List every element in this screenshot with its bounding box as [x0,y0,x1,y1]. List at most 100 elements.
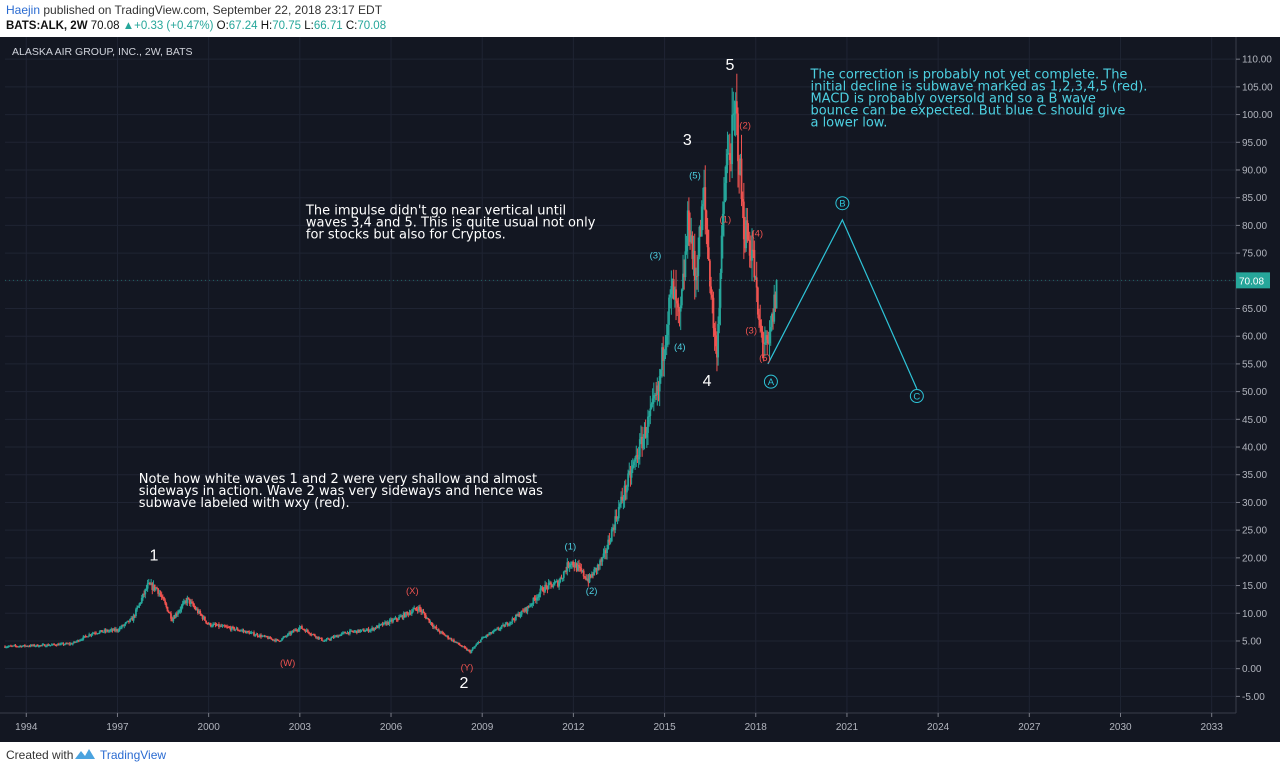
candle-body [283,636,286,638]
candle-body [110,629,113,631]
chart-panel[interactable]: -5.00 0.00 5.00 10.00 15.00 20.00 25.00 30.00 35… [0,37,1280,742]
candle-body [616,518,619,520]
author-link[interactable]: Haejin [6,3,41,17]
candle-body [7,646,10,648]
candle-body [96,633,99,635]
candle-body [262,635,265,637]
candle-body [656,385,659,395]
candle-body [225,626,227,628]
candle-body [66,643,68,645]
candle-body [188,598,191,604]
candle-body [409,612,412,615]
candle-body [80,639,82,641]
y-tick-label: 30.00 [1242,498,1267,509]
candle-body [246,631,248,634]
candle-body [180,605,183,610]
candle-body [34,645,37,647]
candle-body [212,624,214,627]
candle-body [467,650,469,652]
high-label: H: [260,20,273,32]
candle-body [144,589,147,595]
candle-body [196,609,199,613]
candle-body [696,275,698,277]
candle-body [178,610,181,613]
candle-body [489,632,492,634]
candle-body [606,549,608,553]
candle-body [481,637,483,640]
candle-body [261,636,264,638]
annotation-line: MACD is probably oversold and so a B wav… [810,92,1095,107]
candle-body [672,279,675,300]
candle-body [209,623,212,627]
candle-body [504,624,507,627]
footer: Created with TradingView [0,742,1280,769]
candle-body [142,593,144,599]
candle-body [381,623,384,626]
price-chart[interactable]: -5.000.005.0010.0015.0020.0025.0030.0035… [0,37,1280,742]
candle-body [377,625,379,628]
candle-body [108,630,110,632]
candle-body [699,226,702,237]
candle-body [42,644,45,646]
open-value: 67.24 [228,20,258,32]
candle-body [419,606,421,610]
candles [4,73,778,654]
candle-body [396,619,399,621]
candle-body [185,601,188,603]
candle-body [18,646,20,648]
candle-body [498,629,501,631]
wave-label: 1 [149,548,158,565]
candle-body [617,506,620,519]
candle-body [727,153,730,155]
candle-body [579,566,582,569]
candle-body [763,343,766,345]
y-tick-label: 40.00 [1242,443,1267,454]
candle-body [437,629,440,632]
candle-body [658,376,661,392]
candle-body [232,626,234,628]
candle-body [295,629,297,631]
candle-body [436,629,439,631]
candle-body [433,626,435,628]
candle-body [56,644,59,646]
candle-body [654,394,656,396]
candle-body [490,632,493,634]
candle-body [338,635,341,637]
candle-body [721,213,724,236]
candle-body [223,625,226,627]
candle-body [544,584,546,592]
candle-body [664,345,667,350]
candle-body [647,416,649,433]
candle-body [602,553,605,558]
candle-body [251,632,254,634]
tradingview-brand[interactable]: TradingView [100,748,167,762]
candle-body [560,577,563,579]
candle-body [60,643,63,645]
wave-label: (4) [751,228,763,239]
wave-label: 5 [725,57,734,74]
candle-body [668,297,670,325]
candle-body [154,587,157,590]
x-tick-label: 2021 [836,722,859,733]
candle-body [495,629,497,631]
candle-body [601,557,604,562]
candle-body [443,633,446,636]
candle-body [317,636,320,639]
candle-body [159,593,162,596]
candle-body [573,565,576,568]
candle-body [536,597,538,601]
candle-body [491,632,494,634]
candle-body [220,625,223,627]
candle-body [98,631,101,634]
candle-body [157,588,160,594]
candle-body [27,646,30,648]
candle-body [268,637,271,639]
candle-body [147,582,150,584]
low-label: L: [304,20,314,32]
wave-label: (1) [720,215,732,226]
candle-body [486,634,489,636]
candle-body [83,635,86,637]
candle-body [416,609,419,611]
candle-body [228,627,231,629]
candle-body [52,643,54,645]
